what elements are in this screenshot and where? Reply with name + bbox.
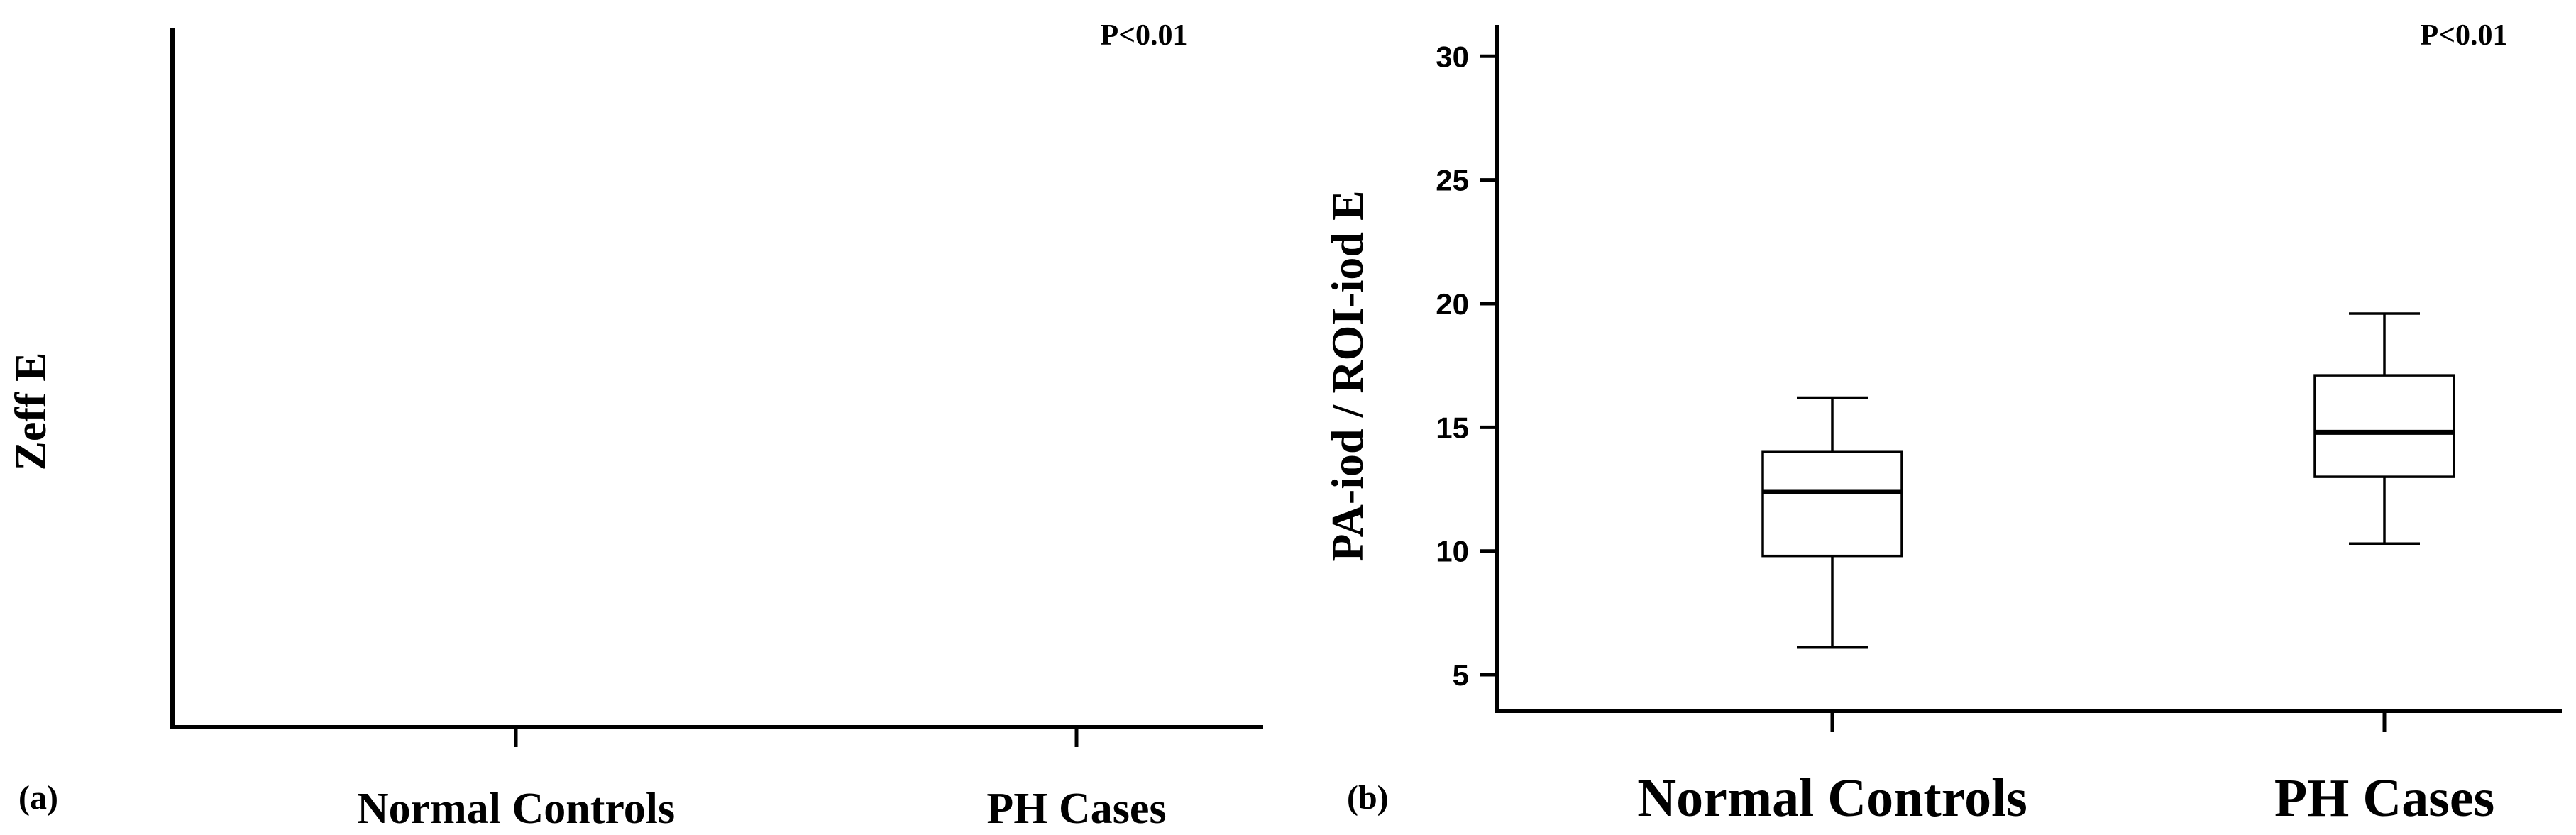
y-tick-label: 10 xyxy=(1436,535,1469,568)
y-tick-label: 30 xyxy=(1436,40,1469,73)
panel-b-label: (b) xyxy=(1347,779,1389,817)
panel-a-y-axis-title: Zeff E xyxy=(7,352,55,470)
box-ph-cases xyxy=(2313,312,2455,545)
x-category-label: PH Cases xyxy=(986,785,1166,833)
panel-a-categories: Normal Controls PH Cases xyxy=(357,727,1167,833)
panel-a-p-value-annotation: P<0.01 xyxy=(1100,19,1187,52)
panel-a-label: (a) xyxy=(18,779,58,817)
x-category-label: Normal Controls xyxy=(357,785,675,833)
y-tick-label: 25 xyxy=(1436,164,1469,197)
panel-b-y-axis-title: PA-iod / ROI-iod E xyxy=(1322,190,1372,561)
panel-b-p-value-annotation: P<0.01 xyxy=(2420,19,2507,52)
panel-b-categories: Normal Controls PH Cases xyxy=(1637,711,2494,828)
iqr-box xyxy=(1761,450,1903,558)
x-category-label: PH Cases xyxy=(2274,768,2494,828)
panel-b-boxes xyxy=(1761,312,2455,649)
iqr-box xyxy=(2313,374,2455,478)
panel-b-y-ticks: 5 10 15 20 25 30 xyxy=(1436,40,1497,692)
y-tick-label: 20 xyxy=(1436,287,1469,321)
y-tick-label: 15 xyxy=(1436,411,1469,444)
y-tick-label: 5 xyxy=(1453,658,1469,692)
x-category-label: Normal Controls xyxy=(1637,768,2027,828)
box-normal-controls xyxy=(1761,396,1903,649)
panel-b: 5 10 15 20 25 30 Normal Controls PH Cases PA-i… xyxy=(1322,19,2562,828)
